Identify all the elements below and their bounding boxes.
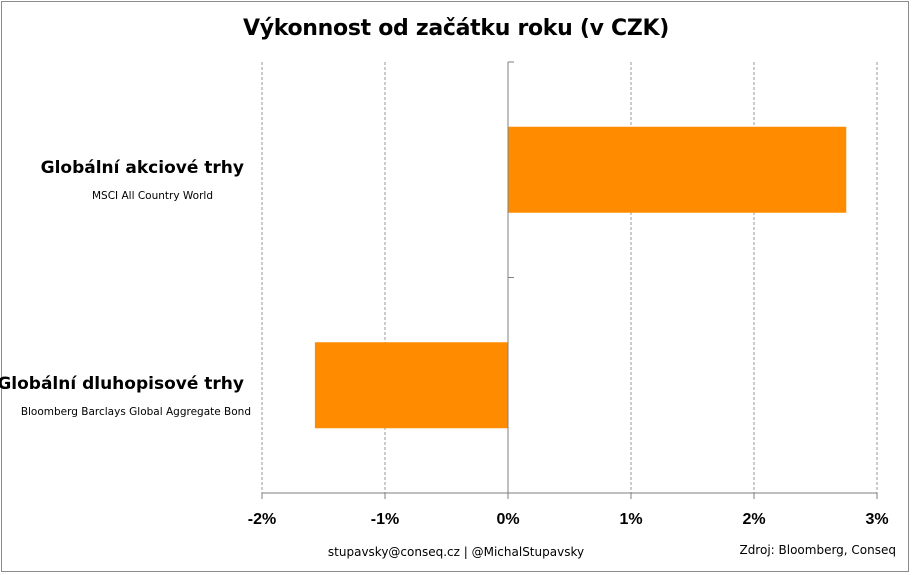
bar-0 — [508, 126, 847, 213]
bar-1 — [314, 342, 508, 429]
x-tick-label-4: 2% — [742, 511, 765, 528]
x-tick-label-5: 3% — [865, 511, 888, 528]
x-tick-label-0: -2% — [248, 511, 276, 528]
x-tick-label-3: 1% — [619, 511, 642, 528]
category-sublabel-bonds: Bloomberg Barclays Global Aggregate Bond — [20, 406, 251, 418]
category-label-bonds: Globální dluhopisové trhy — [0, 374, 244, 394]
footer-source: Zdroj: Bloomberg, Conseq — [739, 543, 896, 557]
category-sublabel-equities: MSCI All Country World — [92, 190, 213, 202]
x-tick-label-2: 0% — [496, 511, 519, 528]
footer-contact: stupavsky@conseq.cz | @MichalStupavsky — [327, 545, 585, 559]
x-tick-label-1: -1% — [371, 511, 399, 528]
category-label-equities: Globální akciové trhy — [40, 158, 244, 178]
chart-title: Výkonnost od začátku roku (v CZK) — [242, 16, 670, 41]
